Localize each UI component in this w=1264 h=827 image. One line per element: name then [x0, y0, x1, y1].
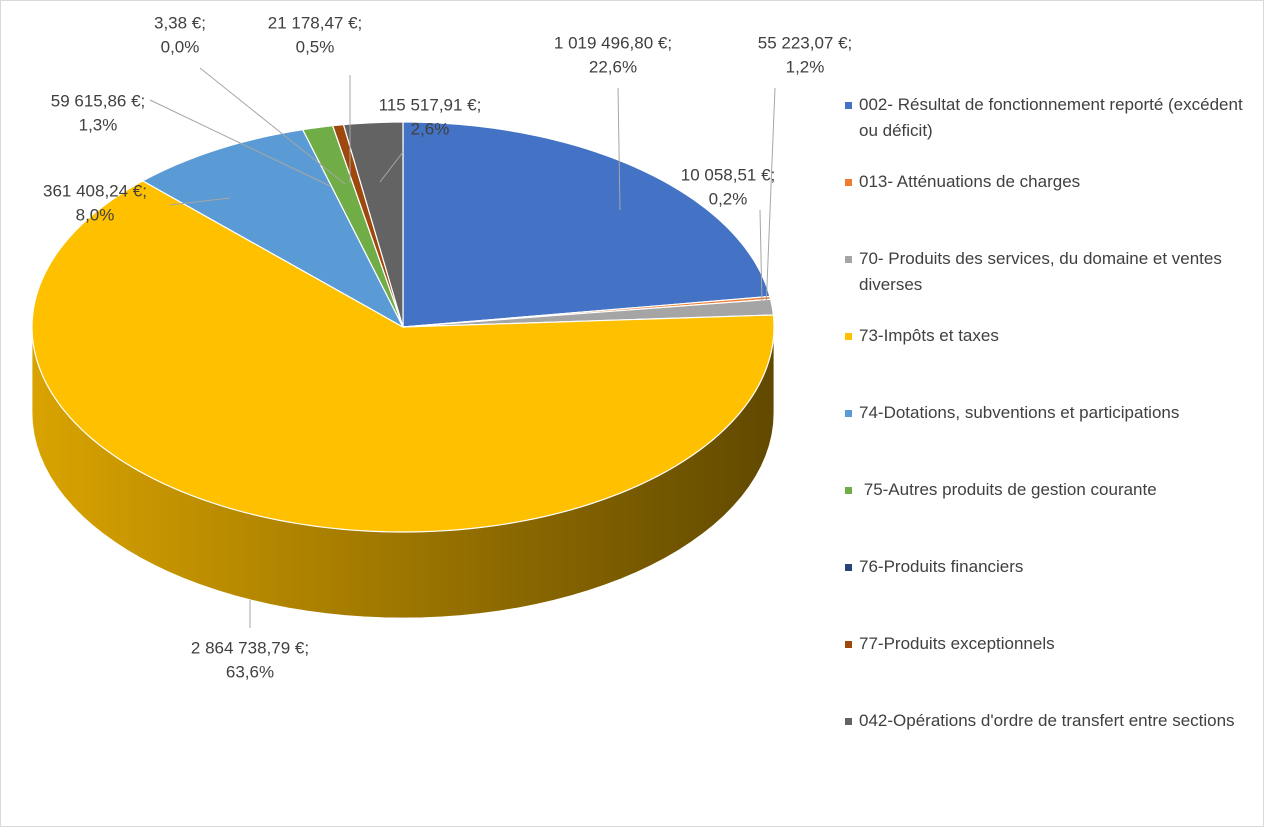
data-label: 361 408,24 €;	[43, 181, 147, 200]
legend-label: 73-Impôts et taxes	[859, 326, 999, 345]
legend-swatch	[845, 564, 852, 571]
legend-swatch	[845, 102, 852, 109]
data-label: 115 517,91 €;	[379, 95, 482, 114]
leader-line	[759, 209, 763, 304]
percent-label: 1,2%	[786, 57, 825, 76]
percent-label: 1,3%	[79, 115, 118, 134]
legend-swatch	[845, 333, 852, 340]
percent-label: 2,6%	[411, 119, 450, 138]
leader-line	[149, 99, 331, 187]
leader-line	[169, 197, 231, 206]
legend-swatch	[845, 641, 852, 648]
data-label: 21 178,47 €;	[268, 13, 363, 32]
legend-swatch	[845, 256, 852, 263]
legend-item: 76-Produits financiers	[845, 554, 1257, 631]
data-label: 3,38 €;	[154, 13, 206, 32]
legend-item: 013- Atténuations de charges	[845, 169, 1257, 246]
slice	[342, 121, 404, 328]
legend-swatch	[845, 487, 852, 494]
legend-item: 73-Impôts et taxes	[845, 323, 1257, 400]
legend-label: 042-Opérations d'ordre de transfert entr…	[859, 711, 1235, 730]
legend-swatch	[845, 718, 852, 725]
legend-label: 76-Produits financiers	[859, 557, 1024, 576]
leader-line	[765, 87, 776, 311]
slice	[402, 121, 771, 328]
legend-item: 77-Produits exceptionnels	[845, 631, 1257, 708]
legend-item: 042-Opérations d'ordre de transfert entr…	[845, 708, 1257, 785]
legend-label: 77-Produits exceptionnels	[859, 634, 1055, 653]
data-label: 59 615,86 €;	[51, 91, 146, 110]
leader-line	[617, 87, 621, 211]
percent-label: 22,6%	[589, 57, 637, 76]
legend-swatch	[845, 179, 852, 186]
percent-label: 0,5%	[296, 37, 335, 56]
legend: 002- Résultat de fonctionnement reporté …	[845, 92, 1257, 785]
percent-label: 0,0%	[161, 37, 200, 56]
data-label: 55 223,07 €;	[758, 33, 853, 52]
data-label: 10 058,51 €;	[681, 165, 776, 184]
leader-line	[379, 151, 404, 183]
slice	[141, 128, 405, 329]
slice	[31, 180, 775, 533]
legend-item: 75-Autres produits de gestion courante	[845, 477, 1257, 554]
legend-label: 002- Résultat de fonctionnement reporté …	[859, 95, 1248, 140]
legend-item: 70- Produits des services, du domaine et…	[845, 246, 1257, 323]
percent-label: 63,6%	[226, 662, 274, 681]
legend-label: 70- Produits des services, du domaine et…	[859, 249, 1227, 294]
leader-line	[199, 67, 346, 185]
data-label: 1 019 496,80 €;	[554, 33, 672, 52]
percent-label: 0,2%	[709, 189, 748, 208]
legend-label: 013- Atténuations de charges	[859, 172, 1081, 191]
legend-label: 74-Dotations, subventions et participati…	[859, 403, 1180, 422]
legend-label: 75-Autres produits de gestion courante	[859, 480, 1157, 499]
data-label: 2 864 738,79 €;	[191, 638, 309, 657]
legend-item: 002- Résultat de fonctionnement reporté …	[845, 92, 1257, 169]
legend-swatch	[845, 410, 852, 417]
percent-label: 8,0%	[76, 205, 115, 224]
legend-item: 74-Dotations, subventions et participati…	[845, 400, 1257, 477]
